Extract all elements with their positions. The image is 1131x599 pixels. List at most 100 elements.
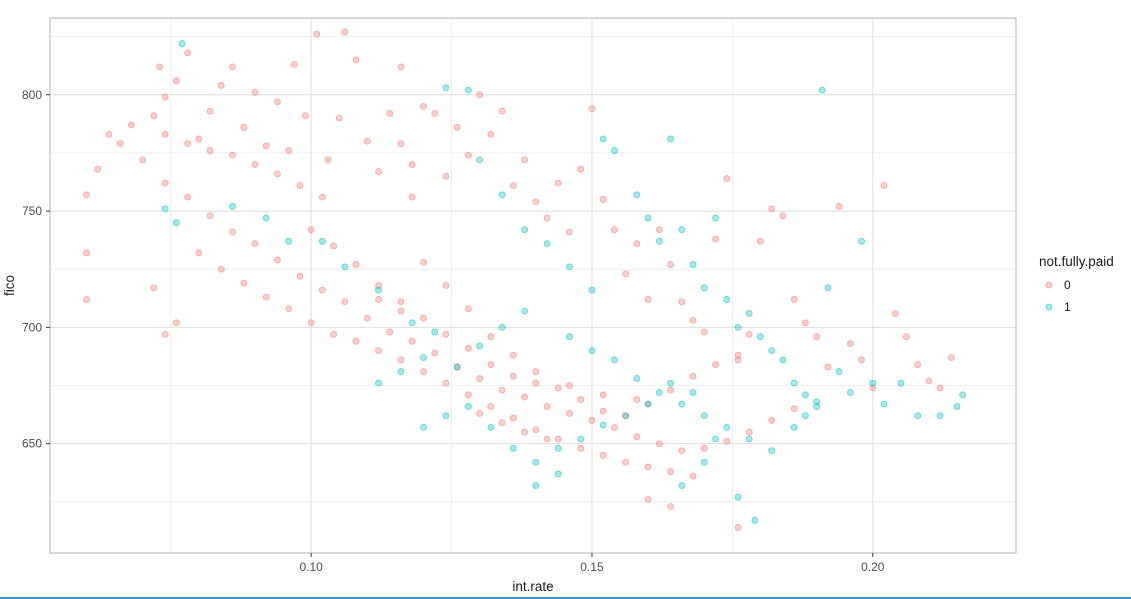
scatter-point-series-0 bbox=[318, 286, 326, 294]
legend-label-0: 0 bbox=[1064, 278, 1071, 292]
data-points bbox=[83, 28, 967, 531]
scatter-point-series-0 bbox=[465, 151, 472, 159]
scatter-point-series-0 bbox=[397, 356, 405, 364]
scatter-point-series-0 bbox=[330, 242, 338, 250]
scatter-point-series-1 bbox=[442, 84, 450, 92]
scatter-point-series-1 bbox=[734, 323, 742, 331]
scatter-point-series-0 bbox=[880, 182, 888, 189]
scatter-point-series-0 bbox=[532, 379, 540, 387]
scatter-point-series-0 bbox=[184, 49, 191, 57]
scatter-point-series-0 bbox=[655, 440, 663, 448]
scatter-point-series-0 bbox=[487, 403, 495, 410]
scatter-point-series-1 bbox=[622, 412, 630, 420]
scatter-point-series-0 bbox=[453, 123, 461, 131]
scatter-point-series-1 bbox=[554, 470, 562, 478]
scatter-point-series-0 bbox=[611, 423, 618, 431]
scatter-point-series-1 bbox=[700, 412, 708, 420]
scatter-point-series-0 bbox=[487, 130, 495, 138]
scatter-point-series-0 bbox=[330, 330, 338, 338]
y-tick-label: 750 bbox=[22, 204, 42, 218]
scatter-point-series-1 bbox=[723, 296, 731, 303]
scatter-point-series-0 bbox=[318, 193, 326, 201]
scatter-point-series-1 bbox=[667, 379, 674, 387]
scatter-point-series-0 bbox=[352, 337, 360, 345]
scatter-point-series-1 bbox=[476, 156, 484, 164]
scatter-point-series-1 bbox=[655, 237, 663, 245]
scatter-point-series-0 bbox=[285, 305, 293, 313]
scatter-point-series-1 bbox=[465, 403, 472, 410]
scatter-point-series-1 bbox=[723, 423, 731, 431]
scatter-point-series-0 bbox=[116, 140, 124, 148]
scatter-point-series-0 bbox=[217, 265, 225, 273]
scatter-point-series-0 bbox=[633, 433, 641, 441]
scatter-point-series-1 bbox=[420, 423, 427, 431]
scatter-point-series-0 bbox=[206, 147, 214, 154]
scatter-point-series-1 bbox=[818, 86, 826, 94]
scatter-point-series-0 bbox=[869, 384, 877, 392]
scatter-point-series-0 bbox=[442, 282, 450, 289]
legend-key-0 bbox=[1045, 281, 1053, 289]
scatter-point-series-0 bbox=[206, 107, 214, 115]
scatter-point-series-0 bbox=[644, 296, 652, 303]
scatter-point-series-0 bbox=[285, 147, 293, 154]
scatter-point-series-0 bbox=[521, 428, 528, 436]
scatter-point-series-1 bbox=[858, 237, 865, 245]
legend-label-1: 1 bbox=[1064, 300, 1071, 314]
scatter-point-series-0 bbox=[442, 379, 450, 387]
scatter-point-series-1 bbox=[554, 444, 562, 452]
scatter-point-series-1 bbox=[521, 226, 528, 234]
scatter-point-series-0 bbox=[532, 426, 540, 434]
scatter-point-series-0 bbox=[375, 347, 382, 355]
scatter-point-series-1 bbox=[779, 356, 787, 364]
scatter-point-series-0 bbox=[577, 396, 585, 403]
scatter-point-series-0 bbox=[229, 63, 236, 71]
scatter-point-series-1 bbox=[897, 379, 905, 387]
scatter-point-series-1 bbox=[689, 389, 697, 396]
scatter-point-series-0 bbox=[83, 249, 90, 257]
scatter-point-series-0 bbox=[734, 351, 742, 359]
scatter-point-series-0 bbox=[667, 261, 674, 268]
scatter-point-series-0 bbox=[554, 384, 562, 392]
scatter-point-series-0 bbox=[599, 407, 607, 415]
scatter-point-series-1 bbox=[959, 391, 967, 399]
scatter-point-series-0 bbox=[824, 363, 832, 371]
scatter-point-series-0 bbox=[397, 307, 405, 315]
scatter-point-series-0 bbox=[408, 193, 416, 201]
scatter-point-series-1 bbox=[588, 286, 596, 294]
scatter-point-series-0 bbox=[521, 393, 528, 401]
scatter-point-series-0 bbox=[757, 237, 764, 245]
x-tick-label: 0.15 bbox=[580, 560, 604, 574]
y-tick-label: 650 bbox=[22, 437, 42, 451]
scatter-point-series-1 bbox=[813, 403, 821, 410]
scatter-point-series-0 bbox=[94, 165, 102, 173]
scatter-point-series-0 bbox=[790, 296, 798, 303]
scatter-point-series-0 bbox=[324, 156, 332, 164]
scatter-point-series-0 bbox=[566, 228, 573, 236]
scatter-point-series-0 bbox=[813, 333, 821, 341]
scatter-point-series-0 bbox=[128, 121, 135, 129]
scatter-point-series-0 bbox=[161, 330, 169, 338]
scatter-point-series-0 bbox=[723, 175, 731, 182]
scatter-point-series-1 bbox=[678, 482, 686, 489]
scatter-point-series-0 bbox=[667, 503, 674, 510]
scatter-point-series-1 bbox=[768, 347, 776, 355]
scatter-point-series-1 bbox=[835, 368, 843, 375]
scatter-point-series-0 bbox=[172, 77, 180, 85]
scatter-point-series-0 bbox=[465, 391, 472, 399]
scatter-point-series-1 bbox=[532, 458, 540, 466]
scatter-point-series-0 bbox=[487, 333, 495, 341]
window-bottom-border bbox=[0, 597, 1131, 599]
scatter-point-series-0 bbox=[667, 386, 674, 394]
scatter-point-series-0 bbox=[375, 282, 382, 289]
scatter-point-series-0 bbox=[745, 330, 753, 338]
scatter-point-series-0 bbox=[779, 212, 787, 220]
scatter-point-series-0 bbox=[251, 89, 259, 96]
scatter-point-series-0 bbox=[644, 463, 652, 471]
scatter-point-series-0 bbox=[274, 98, 281, 106]
scatter-point-series-1 bbox=[751, 517, 759, 524]
scatter-point-series-1 bbox=[397, 368, 405, 375]
scatter-point-series-0 bbox=[240, 123, 248, 131]
scatter-point-series-1 bbox=[678, 400, 686, 408]
scatter-point-series-1 bbox=[745, 435, 753, 443]
